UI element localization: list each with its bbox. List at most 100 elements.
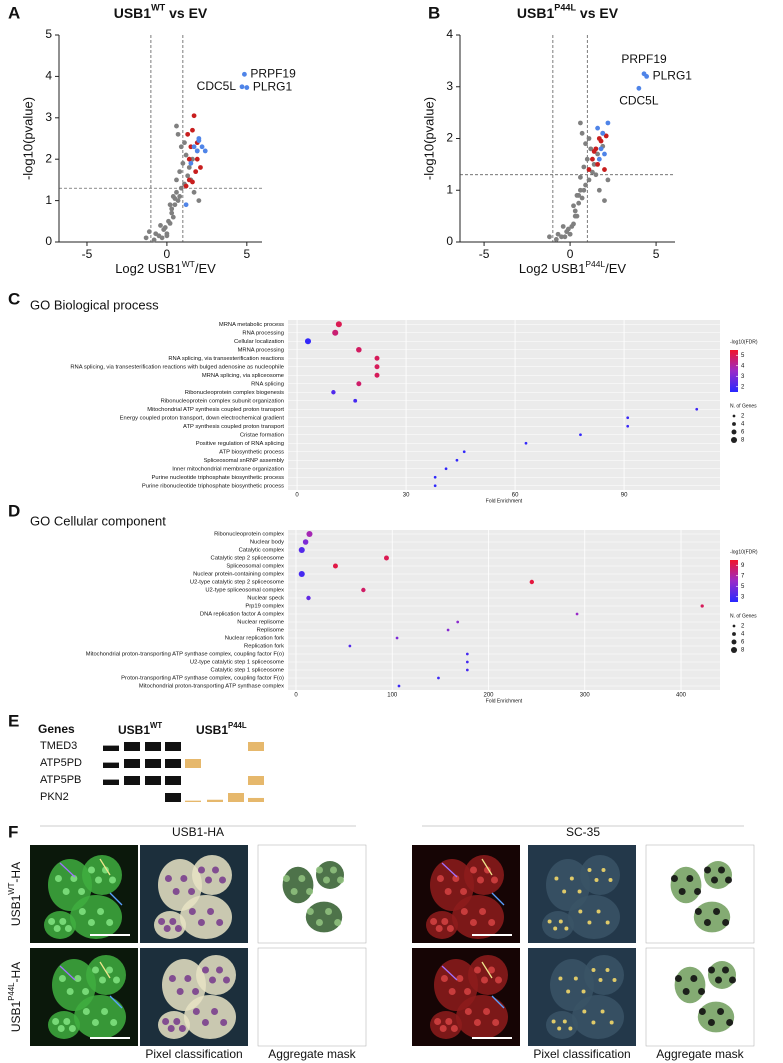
x-axis-label-rest: /EV — [605, 261, 626, 276]
arrow — [491, 892, 505, 906]
colorbar-tick-label: 2 — [741, 384, 745, 390]
y-tick-label: Catalytic step 2 spliceosome — [211, 556, 284, 562]
x-tick-label: 200 — [483, 693, 494, 699]
data-point — [547, 234, 552, 240]
colorbar-tick-label: 7 — [741, 573, 745, 579]
y-tick-label: Ribonucleoprotein complex — [214, 532, 284, 538]
panel-label: F — [8, 822, 18, 841]
expression-block — [248, 797, 264, 802]
expression-block — [145, 776, 161, 785]
data-point — [193, 169, 199, 175]
speckle — [452, 875, 460, 882]
y-tick-label: ATP biosynthetic process — [219, 449, 284, 455]
y-tick-label: Catalytic step 1 spliceosome — [211, 668, 284, 674]
legend-dot — [731, 429, 737, 435]
speckle — [464, 988, 472, 995]
speckle — [164, 875, 172, 882]
speckle — [99, 976, 106, 984]
cell — [584, 955, 624, 995]
y-tick-label: MRNA metabolic process — [219, 322, 284, 328]
y-tick-label: Spliceosomal snRNP assembly — [204, 458, 285, 464]
speckle — [290, 888, 298, 895]
y-tick-label: 1 — [446, 182, 453, 196]
y-tick-label: Prp19 complex — [245, 604, 284, 610]
panel-label: A — [8, 3, 20, 22]
data-point — [143, 235, 149, 241]
legend-label: 4 — [741, 422, 745, 428]
speckle — [223, 976, 230, 984]
expression-block — [103, 779, 119, 785]
dot — [348, 644, 352, 648]
speckle — [62, 888, 70, 895]
column-header: SC-35 — [566, 825, 600, 839]
speckle — [168, 975, 176, 982]
speckle — [718, 866, 725, 874]
speckle — [726, 1019, 734, 1026]
y-tick-label: 5 — [45, 27, 52, 41]
data-point — [183, 183, 189, 189]
speckle — [698, 988, 706, 995]
expression-block — [103, 762, 119, 768]
cell — [670, 866, 702, 904]
cell — [542, 911, 574, 939]
dot — [374, 355, 380, 361]
speckle — [212, 866, 219, 874]
cell — [48, 859, 92, 911]
speckle — [109, 876, 116, 884]
arrow — [59, 862, 76, 878]
speckle — [87, 919, 95, 926]
speckle — [587, 868, 592, 872]
dot — [361, 587, 366, 593]
speckle — [474, 966, 481, 974]
y-tick-label: Cellular localization — [234, 339, 284, 345]
speckle — [162, 1018, 170, 1025]
data-point — [153, 231, 159, 237]
y-tick-label: 4 — [446, 27, 453, 41]
y-tick-label: 0 — [446, 234, 453, 248]
speckle — [729, 976, 736, 984]
data-point — [191, 113, 197, 119]
cell — [580, 855, 620, 895]
data-point — [586, 136, 592, 141]
speckle — [674, 975, 682, 982]
dot — [395, 636, 399, 640]
cell — [158, 1011, 190, 1039]
data-point — [162, 225, 168, 230]
data-point — [177, 194, 183, 199]
dot — [575, 612, 579, 616]
gene-label: TMED3 — [40, 740, 77, 752]
data-point — [576, 193, 582, 198]
data-point — [586, 177, 592, 183]
speckle — [92, 966, 99, 974]
y-tick-label: 3 — [446, 79, 453, 93]
y-tick-label: U2-type catalytic step 1 spliceosome — [190, 660, 284, 666]
speckle — [551, 1019, 556, 1024]
dot — [465, 660, 469, 664]
y-tick-label: Mitochondrial proton-transporting ATP sy… — [139, 684, 284, 690]
arrow — [99, 961, 111, 979]
speckle — [192, 988, 200, 995]
data-point — [598, 146, 604, 152]
cell — [196, 955, 236, 995]
speckle — [670, 875, 678, 882]
x-tick-label: -5 — [82, 247, 93, 261]
data-point — [591, 149, 597, 154]
y-tick-label: Catalytic complex — [239, 548, 285, 554]
data-point — [167, 202, 173, 208]
speckle — [573, 976, 578, 981]
data-point — [571, 203, 576, 209]
y-tick-label: RNA splicing, via transesterification re… — [70, 364, 284, 370]
speckle — [325, 908, 333, 915]
data-point — [174, 123, 179, 129]
expression-block — [124, 776, 140, 785]
data-point — [581, 187, 587, 193]
row-label-rest: -HA — [9, 962, 23, 983]
data-point — [146, 229, 152, 235]
y-tick-label: MRNA processing — [238, 347, 284, 353]
speckle — [591, 968, 596, 972]
annotation: PLRG1 — [253, 80, 293, 94]
dot — [397, 684, 401, 688]
speckle — [569, 876, 574, 881]
speckle — [678, 888, 686, 895]
arrow — [491, 995, 505, 1009]
